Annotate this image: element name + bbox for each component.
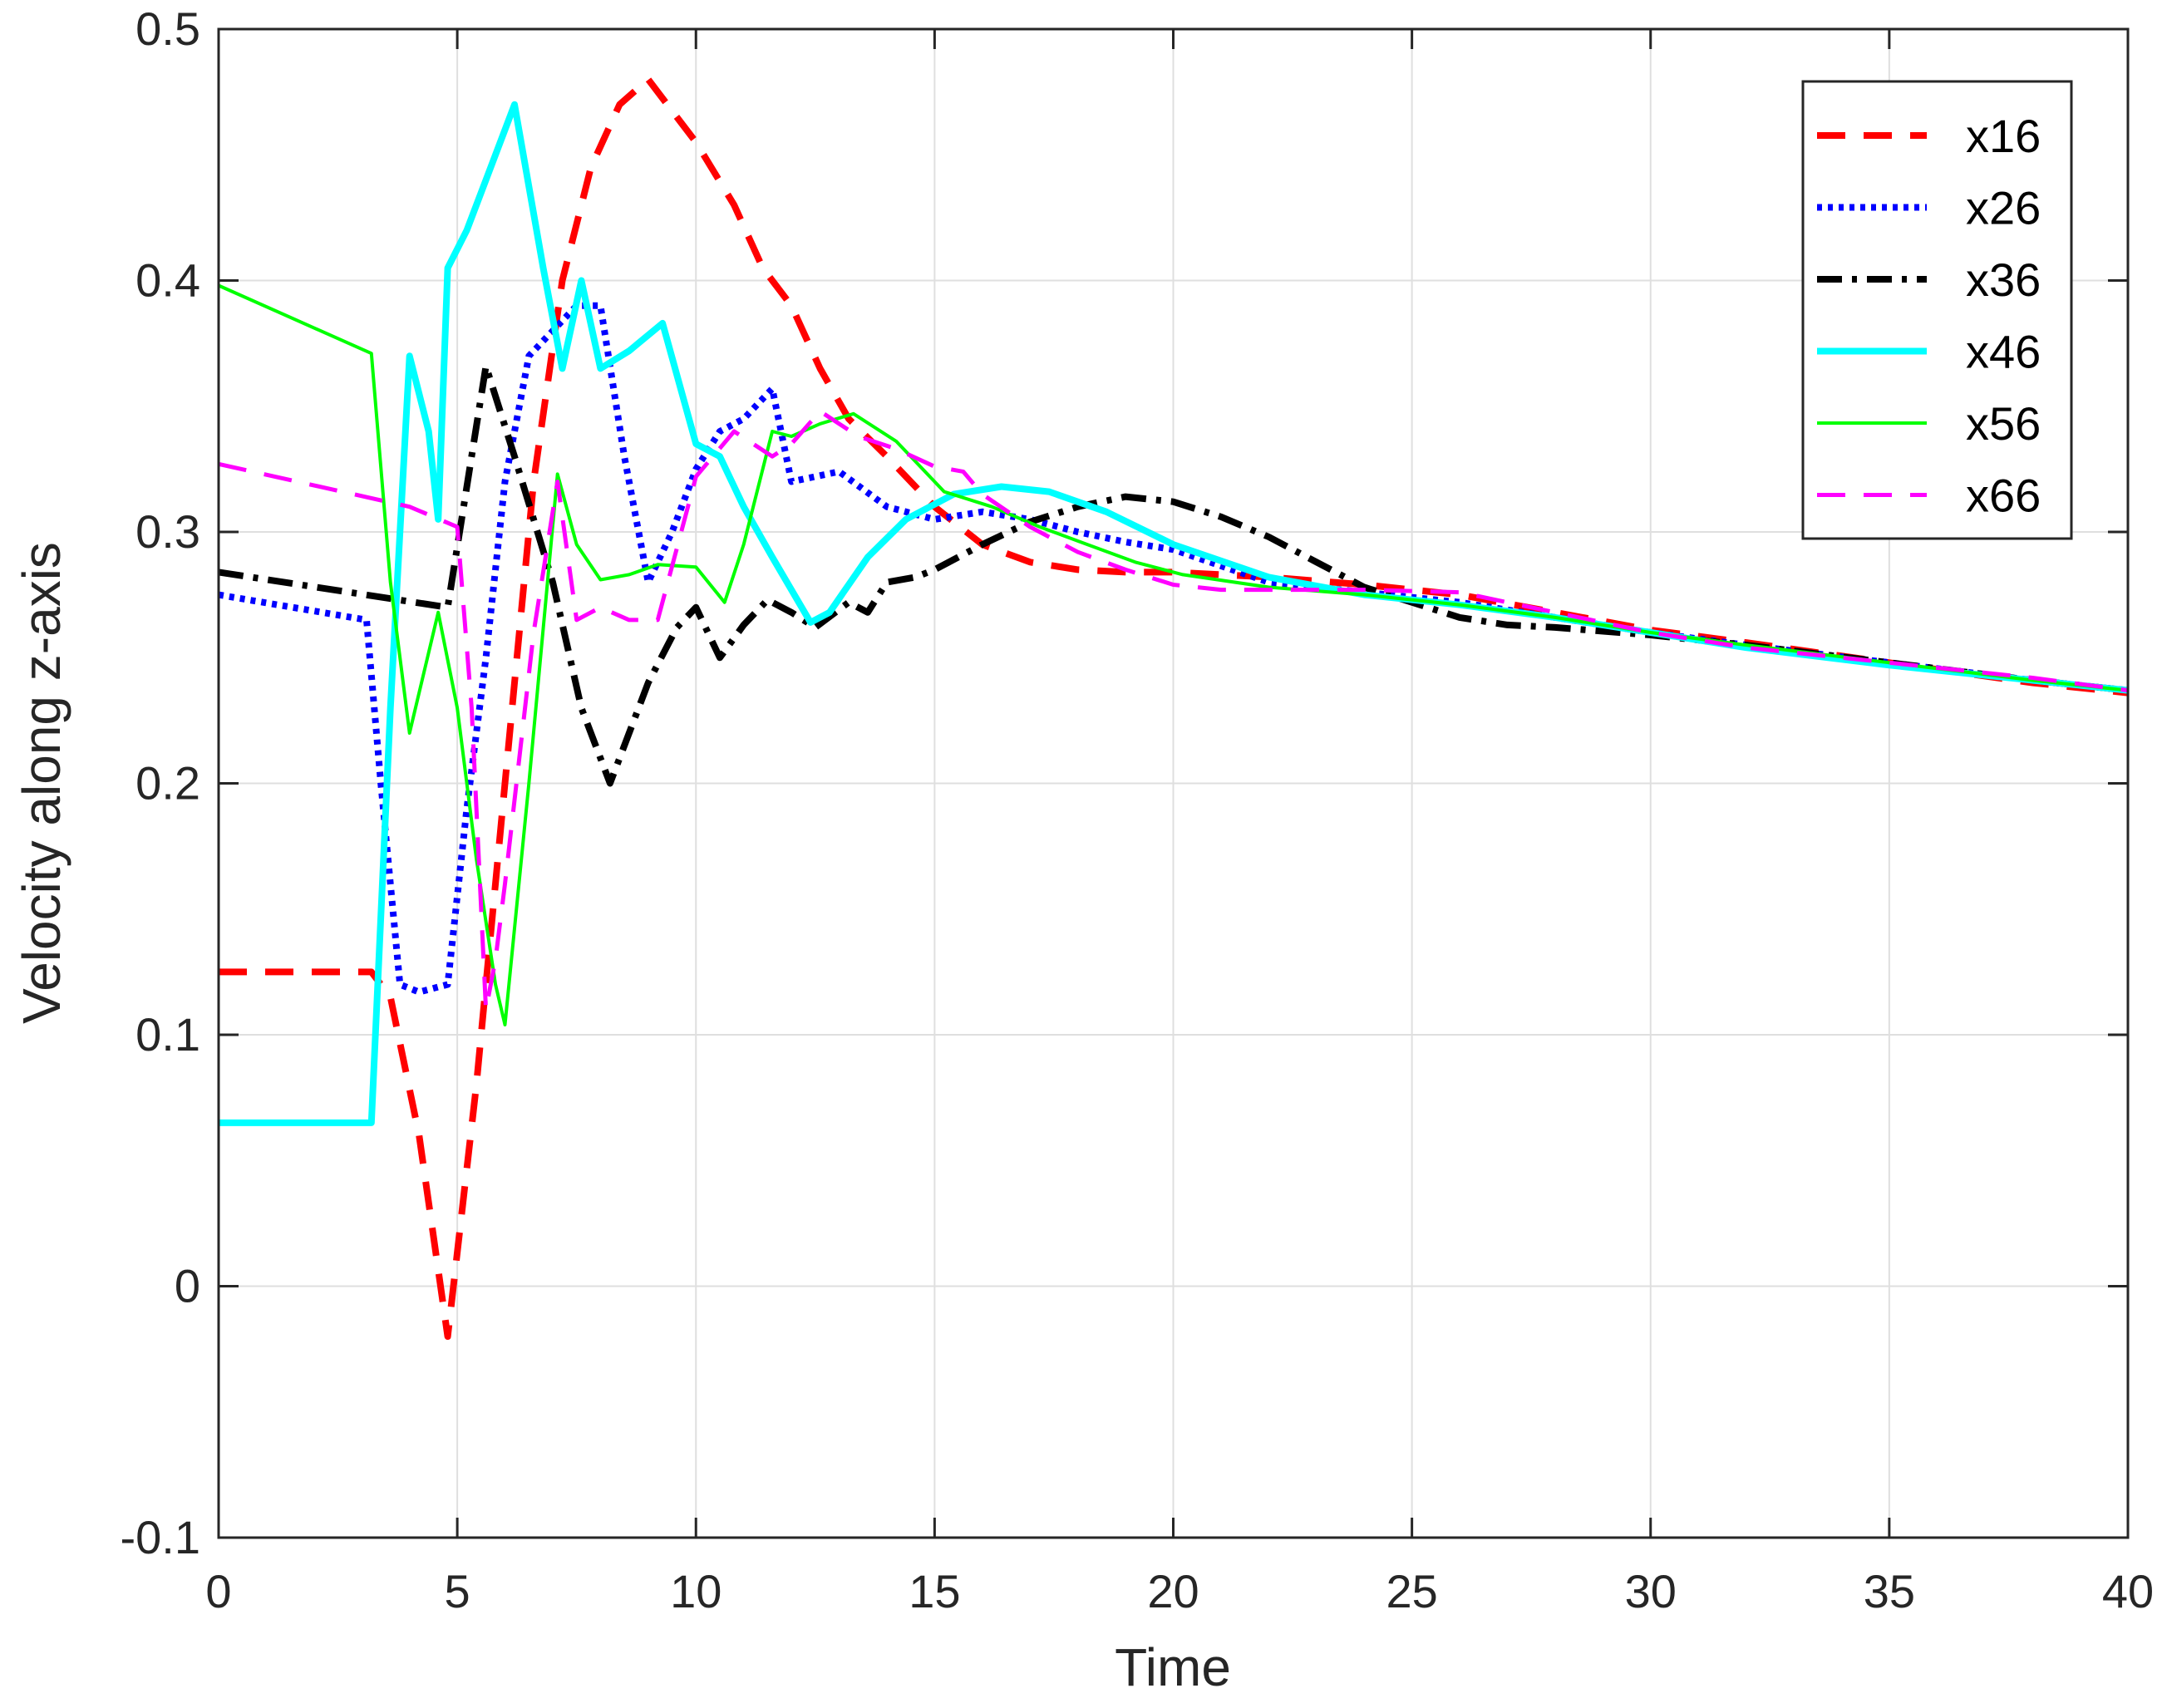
y-tick-label: 0.2 <box>135 757 200 810</box>
y-tick-label: 0 <box>175 1260 200 1312</box>
axis-ticks <box>217 27 2130 1539</box>
series-line-x56 <box>218 283 2129 1026</box>
x-tick-label: 35 <box>1864 1565 1915 1617</box>
y-tick-label: 0.1 <box>135 1008 200 1061</box>
x-tick-label: 15 <box>909 1565 960 1617</box>
series-lines <box>218 76 2129 1340</box>
legend-label: x56 <box>1966 397 2041 450</box>
legend-box <box>1801 80 2073 540</box>
y-tick-labels: -0.1 0 0.1 0.2 0.3 0.4 0.5 <box>121 2 201 1563</box>
x-tick-label: 5 <box>445 1565 470 1617</box>
y-axis-title: Velocity along z-axis <box>12 542 71 1024</box>
legend-label: x46 <box>1966 326 2041 378</box>
y-tick-label: -0.1 <box>121 1511 201 1563</box>
x-tick-label: 30 <box>1625 1565 1677 1617</box>
x-tick-label: 40 <box>2102 1565 2154 1617</box>
x-tick-label: 10 <box>670 1565 721 1617</box>
x-tick-label: 0 <box>205 1565 231 1617</box>
x-tick-labels: 0 5 10 15 20 25 30 35 40 <box>205 1565 2154 1617</box>
legend-label: x16 <box>1966 110 2041 162</box>
y-tick-label: 0.5 <box>135 2 200 55</box>
x-axis-title: Time <box>1115 1637 1231 1697</box>
legend-label: x26 <box>1966 182 2041 234</box>
legend: x16 x26 x36 x46 x56 x66 <box>1801 80 2073 540</box>
legend-label: x66 <box>1966 470 2041 522</box>
y-tick-label: 0.3 <box>135 505 200 558</box>
series-line-x66 <box>218 409 2129 1012</box>
legend-label: x36 <box>1966 253 2041 306</box>
y-tick-label: 0.4 <box>135 254 200 307</box>
x-tick-label: 20 <box>1147 1565 1199 1617</box>
x-tick-label: 25 <box>1386 1565 1437 1617</box>
series-line-x36 <box>218 362 2129 787</box>
